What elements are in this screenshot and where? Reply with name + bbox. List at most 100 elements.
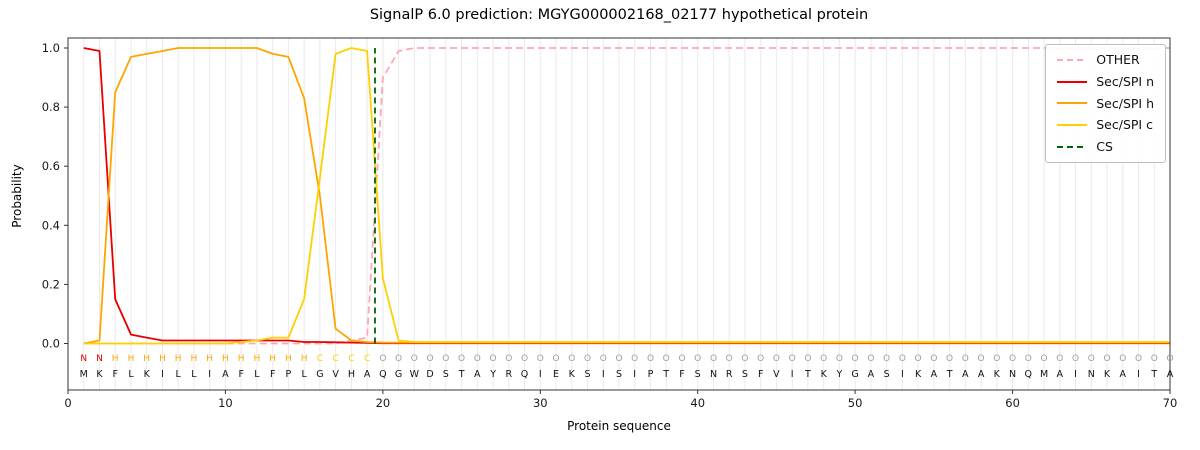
aa-letter: K [821,369,828,380]
state-letter: O [678,354,685,364]
y-tick-label: 1.0 [42,41,60,55]
x-tick-label: 50 [848,396,863,410]
aa-letter: H [348,369,355,380]
aa-letter: Y [835,369,842,380]
state-letter: O [537,354,544,364]
aa-letter: R [726,369,733,380]
aa-letter: W [410,369,420,380]
aa-letter: S [443,369,449,380]
state-letter: H [269,354,276,364]
y-tick-label: 0.0 [42,337,60,351]
state-letter: O [663,354,670,364]
x-tick-label: 30 [533,396,548,410]
legend-label: CS [1096,139,1113,154]
state-letter: H [143,354,150,364]
legend-line-sample [1057,80,1088,83]
aa-letter: L [176,369,182,380]
aa-letter: A [1167,369,1174,380]
state-letter: O [694,354,701,364]
aa-letter: S [584,369,590,380]
state-letter: H [112,354,119,364]
legend-line-sample [1057,145,1088,148]
aa-letter: K [915,369,922,380]
state-letter: O [915,354,922,364]
aa-letter: F [758,369,763,380]
aa-letter: I [539,369,542,380]
state-letter: H [222,354,229,364]
aa-letter: A [931,369,938,380]
aa-letter: P [648,369,654,380]
state-letter: H [301,354,308,364]
state-letter: O [427,354,434,364]
chart-title: SignalP 6.0 prediction: MGYG000002168_02… [369,7,869,23]
state-letter: O [1103,354,1110,364]
aa-letter: I [1074,369,1077,380]
state-letter: O [1041,354,1048,364]
legend: OTHER Sec/SPI n Sec/SPI h Sec/SPI c CS [1045,44,1166,163]
legend-label: OTHER [1096,52,1140,67]
x-tick-label: 20 [376,396,391,410]
aa-letter: N [1088,369,1095,380]
state-letter: O [647,354,654,364]
state-letter: H [159,354,166,364]
state-letter: O [600,354,607,364]
state-letter: C [317,354,323,364]
aa-letter: Q [379,369,386,380]
aa-letter: P [286,369,292,380]
aa-letter: K [144,369,151,380]
legend-line-sample [1057,124,1088,127]
aa-letter: Q [521,369,528,380]
aa-letter: A [962,369,969,380]
aa-letter: S [695,369,701,380]
state-letter: O [1119,354,1126,364]
state-letter: H [285,354,292,364]
series-sec-spi-n [83,47,1170,345]
x-tick-label: 0 [64,396,71,410]
state-letter: O [552,354,559,364]
aa-letter: M [1040,369,1048,380]
aa-letter: K [569,369,576,380]
series-other [83,47,1170,345]
aa-letter: S [884,369,890,380]
aa-letter: A [474,369,481,380]
state-letter: O [1088,354,1095,364]
state-letter: O [1025,354,1032,364]
aa-letter: A [364,369,371,380]
state-letter: O [978,354,985,364]
aa-letter: F [679,369,684,380]
state-letter: O [852,354,859,364]
state-letter: O [773,354,780,364]
state-letter: O [836,354,843,364]
aa-letter: N [1009,369,1016,380]
legend-line-sample [1057,58,1088,61]
state-letter: O [930,354,937,364]
legend-label: Sec/SPI n [1096,73,1154,89]
aa-letter: I [161,369,164,380]
aa-letter: Q [1025,369,1032,380]
state-letter: C [348,354,354,364]
legend-line-sample [1057,102,1088,105]
state-letter: O [521,354,528,364]
state-letter: O [962,354,969,364]
aa-letter: V [773,369,780,380]
aa-letter: T [458,369,465,380]
state-letter: O [1009,354,1016,364]
state-letter: O [490,354,497,364]
aa-letter: L [254,369,260,380]
aa-letter: T [804,369,811,380]
aa-letter: L [301,369,307,380]
state-letter: O [883,354,890,364]
state-letter: O [1056,354,1063,364]
state-letter: H [191,354,198,364]
state-letter: O [379,354,386,364]
aa-letter: A [978,369,985,380]
state-letter: O [993,354,1000,364]
aa-letter: I [1137,369,1140,380]
x-tick-label: 10 [218,396,233,410]
state-letter: O [568,354,575,364]
state-letter: O [474,354,481,364]
aa-letter: R [505,369,512,380]
state-letter: H [206,354,213,364]
state-letter: O [411,354,418,364]
